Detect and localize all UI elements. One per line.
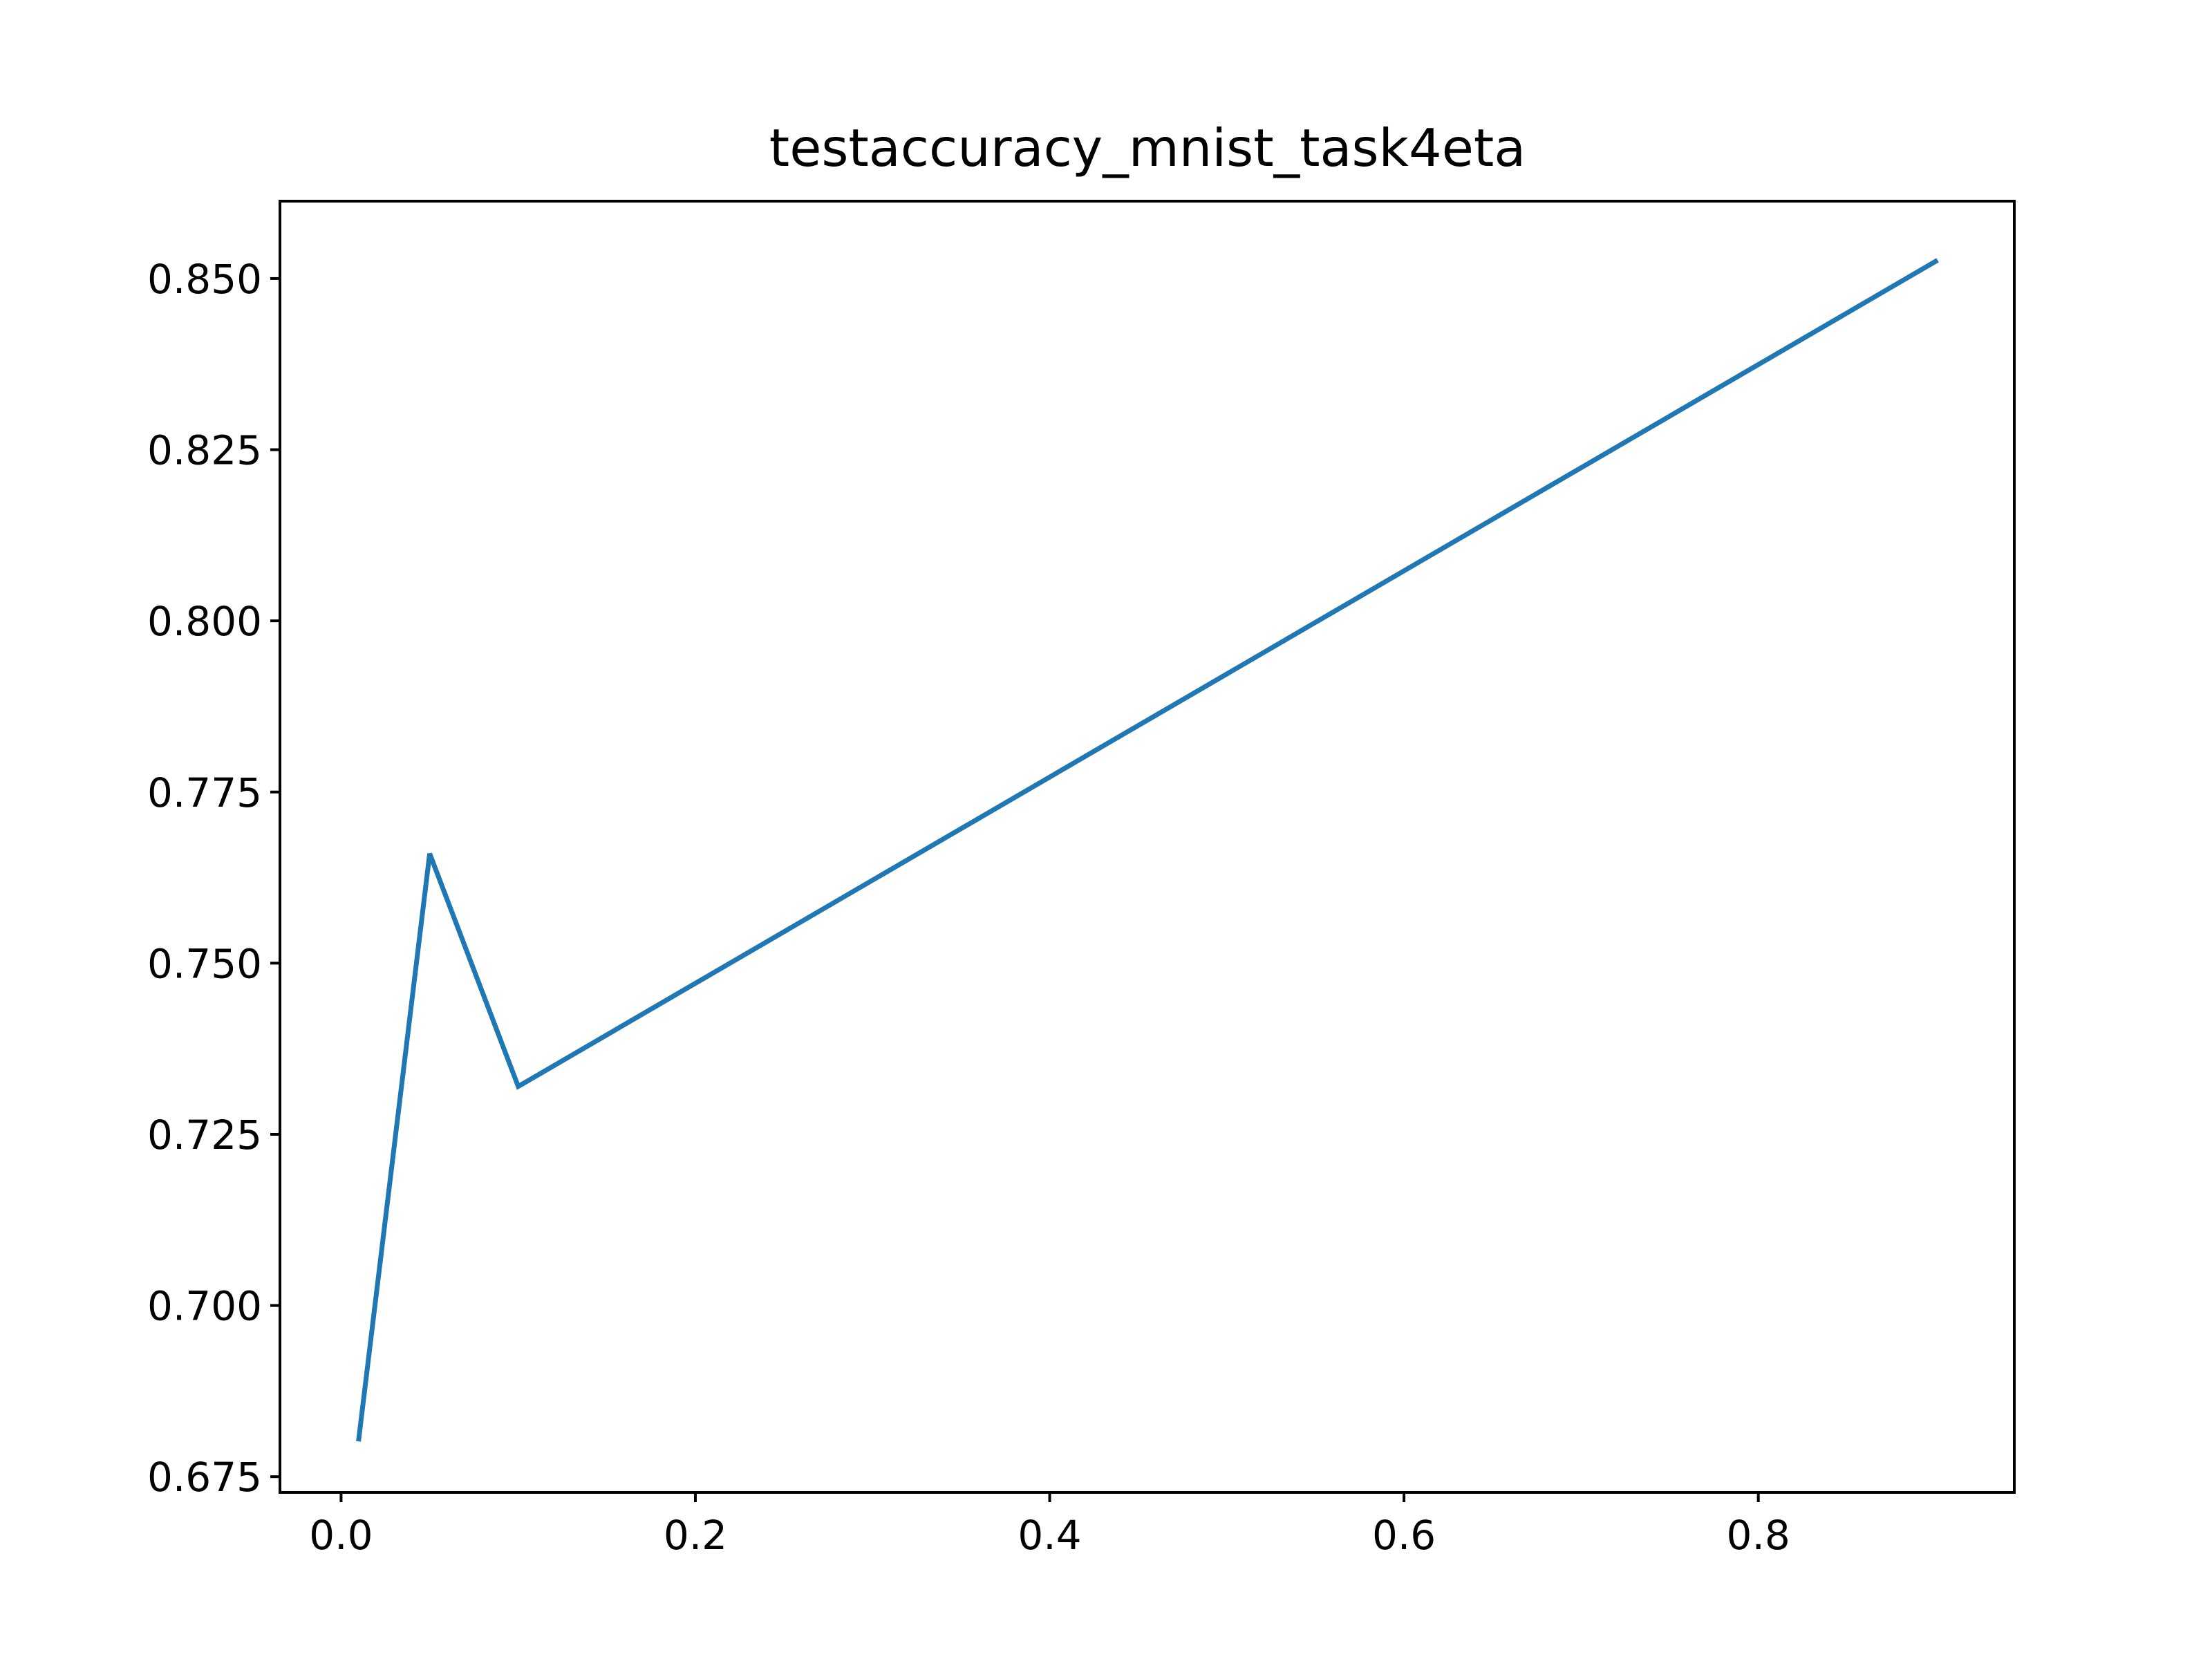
y-tick-label: 0.825 xyxy=(147,427,262,474)
y-tick-label: 0.850 xyxy=(147,256,262,303)
y-tick-label: 0.700 xyxy=(147,1283,262,1330)
series-layer xyxy=(356,258,1939,1442)
plot-frame xyxy=(279,200,2016,1494)
x-tick-label: 0.4 xyxy=(1018,1512,1081,1559)
x-tick-label: 0.0 xyxy=(309,1512,373,1559)
y-tick-label: 0.750 xyxy=(147,940,262,987)
y-tick-label: 0.675 xyxy=(147,1454,262,1501)
series-line xyxy=(356,258,1939,1442)
y-axis: 0.675 0.700 0.725 0.750 0.775 0.800 0.825 0.850 xyxy=(147,256,280,1501)
x-axis: 0.0 0.2 0.4 0.6 0.8 xyxy=(309,1492,1790,1559)
x-tick-label: 0.2 xyxy=(664,1512,727,1559)
chart-title: testaccuracy_mnist_task4eta xyxy=(769,118,1526,178)
x-tick-label: 0.8 xyxy=(1727,1512,1790,1559)
x-tick-label: 0.6 xyxy=(1372,1512,1436,1559)
y-tick-label: 0.800 xyxy=(147,598,262,645)
y-tick-label: 0.725 xyxy=(147,1112,262,1159)
y-tick-label: 0.775 xyxy=(147,769,262,816)
